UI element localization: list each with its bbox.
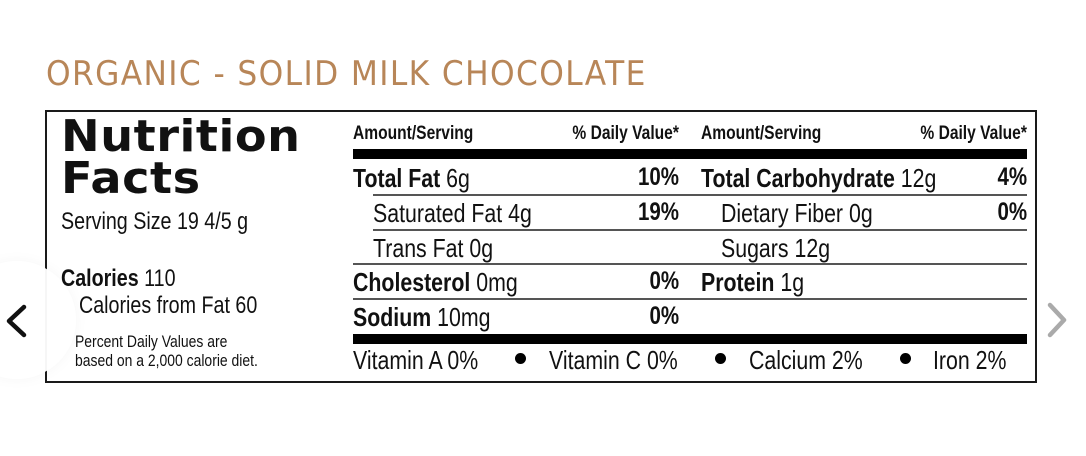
nutrient-row-trans-fat: Trans Fat 0g bbox=[373, 233, 494, 263]
thick-divider bbox=[353, 149, 679, 159]
chevron-right-icon bbox=[1047, 302, 1067, 338]
row-divider bbox=[373, 194, 679, 196]
nutrient-row-sodium: Sodium 10mg 0% bbox=[353, 302, 679, 332]
amount-serving-header: Amount/Serving bbox=[701, 123, 822, 144]
amount-serving-header: Amount/Serving bbox=[353, 123, 474, 144]
calories-value: 110 bbox=[138, 265, 176, 292]
heading-line-2: Facts bbox=[61, 153, 201, 204]
vitamin-c: Vitamin C 0% bbox=[549, 345, 678, 375]
nutrient-row-total-fat: Total Fat 6g 10% bbox=[353, 163, 679, 193]
next-image-button[interactable] bbox=[1040, 300, 1074, 340]
row-divider bbox=[373, 229, 679, 231]
calcium: Calcium 2% bbox=[749, 345, 863, 375]
nutrient-row-total-carbohydrate: Total Carbohydrate 12g 4% bbox=[701, 163, 1027, 193]
daily-value-footnote: Percent Daily Values are based on a 2,00… bbox=[75, 332, 258, 370]
nutrient-row-cholesterol: Cholesterol 0mg 0% bbox=[353, 267, 679, 297]
nutrient-row-dietary-fiber: Dietary Fiber 0g 0% bbox=[721, 198, 1027, 228]
product-title: ORGANIC - SOLID MILK CHOCOLATE bbox=[46, 54, 647, 94]
daily-value-header: % Daily Value* bbox=[572, 123, 679, 144]
bullet-dot bbox=[515, 353, 526, 364]
nutrient-row-protein: Protein 1g bbox=[701, 267, 805, 297]
nutrition-facts-heading: Nutrition Facts bbox=[61, 111, 301, 204]
row-divider bbox=[353, 263, 679, 265]
thick-divider bbox=[353, 334, 1027, 344]
calories-from-fat: Calories from Fat 60 bbox=[79, 292, 258, 319]
calories: Calories 110 bbox=[61, 265, 201, 293]
row-divider bbox=[679, 298, 1027, 300]
nutrient-row-saturated-fat: Saturated Fat 4g 19% bbox=[373, 198, 679, 228]
heading-line-1: Nutrition bbox=[61, 111, 301, 162]
row-divider bbox=[353, 298, 679, 300]
row-divider bbox=[679, 229, 1027, 231]
row-divider bbox=[679, 263, 1027, 265]
nutrition-facts-label: Nutrition Facts Serving Size 19 4/5 g Ca… bbox=[45, 110, 1037, 383]
thick-divider bbox=[679, 149, 1027, 159]
serving-size: Serving Size 19 4/5 g bbox=[61, 208, 249, 235]
daily-value-header: % Daily Value* bbox=[920, 123, 1027, 144]
chevron-left-icon bbox=[6, 304, 27, 338]
bullet-dot bbox=[900, 353, 911, 364]
vitamins-row: Vitamin A 0% Vitamin C 0% Calcium 2% Iro… bbox=[353, 342, 1027, 376]
nutrient-row-sugars: Sugars 12g bbox=[721, 233, 831, 263]
bullet-dot bbox=[715, 353, 726, 364]
calories-label: Calories bbox=[61, 265, 139, 292]
vitamin-a: Vitamin A 0% bbox=[353, 345, 479, 375]
iron: Iron 2% bbox=[933, 345, 1007, 375]
row-divider bbox=[679, 194, 1027, 196]
